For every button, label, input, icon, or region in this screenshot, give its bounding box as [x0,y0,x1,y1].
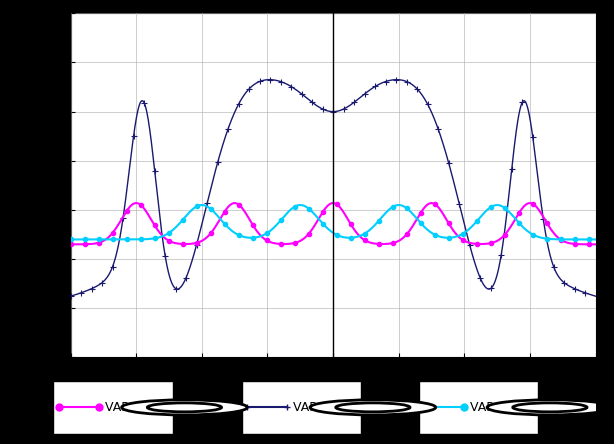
VAR 02 [592,293,599,299]
VAR 01 [268,240,276,246]
VAR 02 [581,290,589,296]
VAR 03 [592,237,599,242]
Line: VAR 02: VAR 02 [68,77,599,299]
VAR 03 [581,237,589,242]
Circle shape [513,403,587,412]
VAR 01 [581,242,589,247]
VAR 02 [266,77,273,82]
Circle shape [487,400,613,415]
VAR 03 [291,204,298,209]
VAR 03 [127,237,134,242]
Text: VAR 03: VAR 03 [470,401,515,414]
Line: VAR 01: VAR 01 [69,201,597,246]
VAR 02 [525,111,532,116]
Circle shape [147,403,222,412]
Text: VAR 02: VAR 02 [293,401,338,414]
VAR 03 [525,230,532,235]
Y-axis label: Teplota [K]: Teplota [K] [24,148,38,222]
VAR 02 [268,77,276,83]
VAR 03 [268,227,276,232]
Text: VAR 01: VAR 01 [104,401,149,414]
VAR 03 [158,234,165,239]
FancyBboxPatch shape [419,381,538,433]
VAR 03 [297,202,304,208]
VAR 03 [67,237,74,242]
Circle shape [310,400,436,415]
VAR 02 [291,86,298,91]
VAR 01 [525,201,532,206]
Line: VAR 03: VAR 03 [69,203,597,242]
VAR 01 [127,203,134,209]
VAR 01 [158,233,166,238]
VAR 01 [67,242,74,247]
VAR 02 [158,229,165,234]
FancyBboxPatch shape [53,381,173,433]
VAR 01 [133,200,140,206]
Circle shape [122,400,247,415]
VAR 02 [127,158,134,163]
FancyBboxPatch shape [241,381,362,433]
VAR 02 [67,293,74,299]
VAR 01 [592,242,599,247]
VAR 01 [291,240,298,246]
Circle shape [336,403,410,412]
